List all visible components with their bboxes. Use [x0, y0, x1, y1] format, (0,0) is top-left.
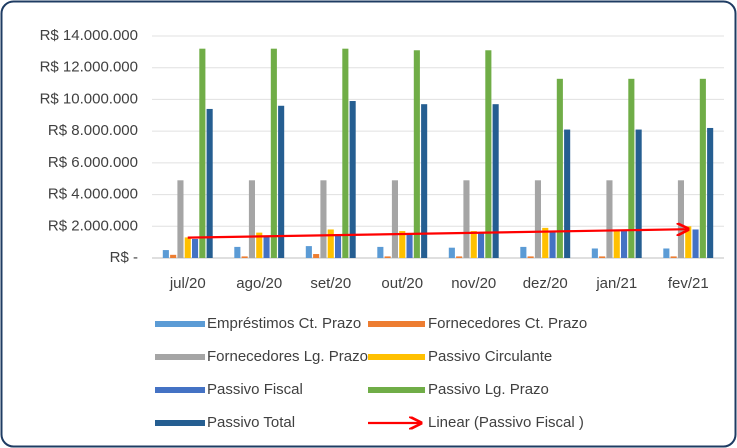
- bar: [707, 127, 714, 258]
- y-tick-label: R$ 14.000.000: [40, 27, 138, 44]
- legend-swatch: [368, 354, 425, 360]
- bar: [663, 248, 670, 258]
- y-tick-label: R$ 10.000.000: [40, 90, 138, 107]
- bar: [670, 256, 677, 258]
- bar: [685, 226, 692, 258]
- bar: [241, 256, 248, 258]
- x-tick-label: nov/20: [451, 275, 496, 292]
- legend-swatch: [368, 321, 425, 327]
- bar: [184, 237, 191, 258]
- y-tick-label: R$ 6.000.000: [48, 154, 138, 171]
- bar: [234, 246, 241, 258]
- bar: [377, 246, 384, 258]
- legend-label: Fornecedores Ct. Prazo: [428, 315, 587, 332]
- bar: [635, 129, 642, 258]
- bar: [263, 235, 270, 258]
- bar: [384, 256, 391, 258]
- bar: [349, 101, 356, 258]
- bar: [564, 129, 571, 258]
- legend-swatch: [368, 387, 425, 393]
- x-tick-label: out/20: [381, 275, 423, 292]
- x-tick-label: jan/21: [595, 275, 637, 292]
- bar: [192, 238, 199, 258]
- bar: [206, 108, 213, 258]
- bar: [527, 256, 534, 258]
- legend-label: Linear (Passivo Fiscal ): [428, 414, 584, 431]
- bar: [248, 180, 255, 258]
- bar: [591, 248, 598, 258]
- bar: [599, 256, 606, 258]
- x-tick-label: jul/20: [169, 275, 206, 292]
- bar: [485, 50, 492, 259]
- bar: [399, 231, 406, 258]
- bar: [270, 48, 277, 258]
- bar: [677, 180, 684, 258]
- bar: [699, 78, 706, 258]
- bar: [448, 247, 455, 258]
- legend-label: Passivo Total: [207, 414, 295, 431]
- bar: [478, 232, 485, 258]
- x-tick-label: set/20: [310, 275, 351, 292]
- legend-label: Passivo Circulante: [428, 348, 552, 365]
- legend-swatch: [155, 420, 205, 426]
- bar: [692, 229, 699, 258]
- bar: [606, 180, 613, 258]
- legend-label: Fornecedores Lg. Prazo: [207, 348, 368, 365]
- bar: [549, 231, 556, 258]
- bar: [199, 48, 206, 258]
- bar: [621, 231, 628, 258]
- bar: [335, 234, 342, 258]
- bar: [463, 180, 470, 258]
- y-tick-label: R$ 2.000.000: [48, 217, 138, 234]
- bar: [320, 180, 327, 258]
- bar: [305, 246, 312, 258]
- bar: [470, 231, 477, 258]
- y-tick-label: R$ -: [110, 249, 138, 266]
- bar: [170, 254, 177, 258]
- bar: [278, 105, 285, 259]
- bar: [556, 78, 563, 258]
- legend-label: Passivo Lg. Prazo: [428, 381, 549, 398]
- x-tick-label: ago/20: [236, 275, 282, 292]
- bar: [177, 180, 184, 258]
- bar: [456, 256, 463, 258]
- bar: [492, 104, 499, 258]
- bar: [391, 180, 398, 258]
- legend-swatch: [155, 321, 205, 327]
- bar: [162, 250, 169, 258]
- bar: [613, 229, 620, 258]
- bar: [342, 48, 349, 258]
- bar: [421, 104, 428, 258]
- bar: [313, 254, 320, 258]
- bar: [413, 50, 420, 259]
- legend-label: Passivo Fiscal: [207, 381, 303, 398]
- x-tick-label: dez/20: [523, 275, 568, 292]
- x-tick-label: fev/21: [668, 275, 709, 292]
- legend-label: Empréstimos Ct. Prazo: [207, 315, 361, 332]
- bar: [406, 234, 413, 258]
- bar: [542, 227, 549, 258]
- bar: [534, 180, 541, 258]
- legend-swatch: [155, 387, 205, 393]
- legend-swatch: [155, 354, 205, 360]
- y-tick-label: R$ 8.000.000: [48, 122, 138, 139]
- trend-line: [187, 229, 689, 239]
- bar: [628, 78, 635, 258]
- bar: [520, 246, 527, 258]
- y-tick-label: R$ 4.000.000: [48, 186, 138, 203]
- bar: [256, 232, 263, 258]
- y-tick-label: R$ 12.000.000: [40, 59, 138, 76]
- bar: [327, 229, 334, 258]
